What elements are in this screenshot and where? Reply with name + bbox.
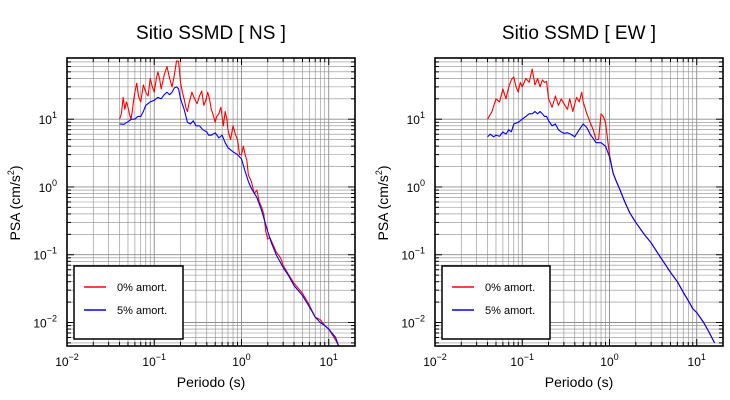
y-tick-label: 10−2 [401, 313, 425, 330]
axis-ticks: 10−2 10−1 100 101 10−2 10−1 100 101 [33, 57, 356, 369]
legend-label-0: 0% amort. [485, 282, 535, 294]
legend: 0% amort. 5% amort. [73, 265, 184, 340]
panel-ns: Sitio SSMD [ NS ] 10−2 10−1 100 101 10−2 10−1… [6, 23, 356, 390]
x-axis-label: Periodo (s) [545, 374, 613, 390]
series-line-1 [487, 110, 716, 344]
x-tick-label: 100 [600, 352, 618, 369]
series-layer [119, 60, 340, 346]
legend-box [73, 265, 184, 340]
y-axis-label: PSA (cm/s2) [374, 165, 391, 240]
x-tick-label: 101 [320, 352, 338, 369]
y-tick-label: 100 [407, 178, 425, 195]
y-tick-label: 100 [39, 178, 57, 195]
series-line-0 [119, 60, 340, 346]
y-tick-label: 10−1 [33, 246, 57, 263]
x-tick-label: 10−1 [142, 352, 166, 369]
legend-box [441, 265, 551, 340]
x-axis-label: Periodo (s) [177, 374, 245, 390]
y-tick-label: 101 [407, 110, 425, 127]
x-tick-label: 10−2 [55, 352, 79, 369]
series-line-1 [119, 86, 340, 346]
legend: 0% amort. 5% amort. [441, 265, 551, 340]
x-tick-label: 10−1 [510, 352, 534, 369]
y-axis-label: PSA (cm/s2) [6, 165, 23, 240]
x-tick-label: 101 [688, 352, 706, 369]
x-tick-label: 10−2 [423, 352, 447, 369]
y-tick-label: 101 [39, 110, 57, 127]
y-tick-label: 10−2 [33, 313, 57, 330]
panel-ew: Sitio SSMD [ EW ] 10−2 10−1 100 101 10−2 10−1… [374, 23, 724, 390]
x-tick-label: 100 [232, 352, 250, 369]
axis-ticks: 10−2 10−1 100 101 10−2 10−1 100 101 [401, 57, 724, 369]
legend-label-0: 0% amort. [117, 282, 167, 294]
series-layer [487, 68, 716, 344]
chart-title: Sitio SSMD [ NS ] [136, 23, 286, 44]
chart-title: Sitio SSMD [ EW ] [502, 23, 656, 44]
y-tick-label: 10−1 [401, 246, 425, 263]
legend-label-1: 5% amort. [485, 305, 535, 317]
legend-label-1: 5% amort. [117, 305, 167, 317]
